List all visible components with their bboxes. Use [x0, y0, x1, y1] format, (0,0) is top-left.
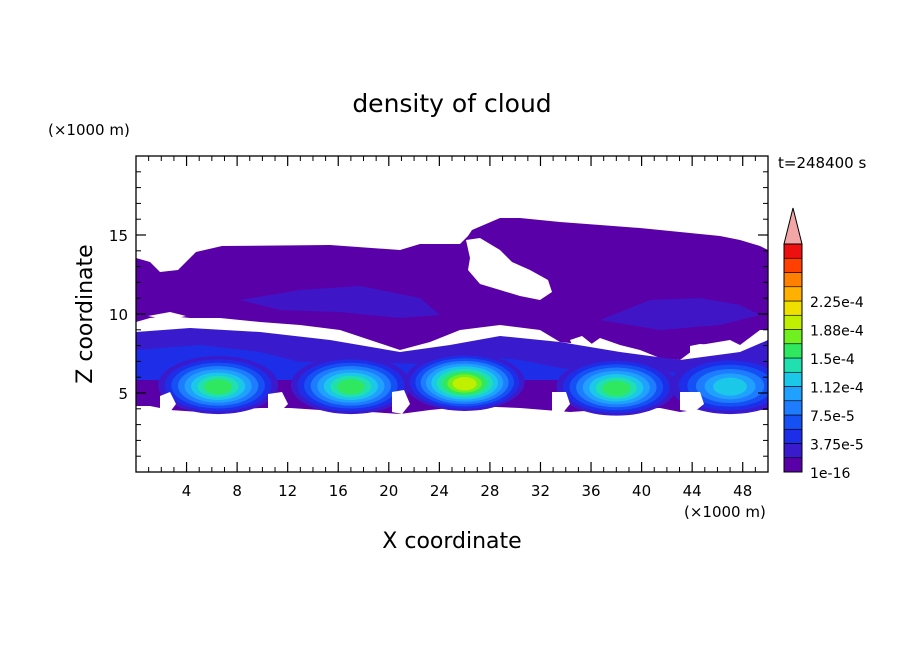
cloud-density-field [136, 218, 768, 416]
cell-contour [713, 377, 748, 396]
cloud-cell-4 [556, 357, 677, 416]
cloud-cell-1 [158, 356, 279, 415]
x-tick-label: 48 [733, 482, 752, 500]
colorbar-band [783, 257, 803, 273]
colorbar-band [783, 300, 803, 316]
x-axis-ticks: 4 8 12 16 20 24 28 32 36 40 44 48 [148, 156, 756, 500]
chart-title: density of cloud [352, 89, 551, 118]
colorbar-band [783, 243, 803, 259]
cloud-gap-4 [148, 312, 186, 320]
cell-contour [452, 376, 477, 391]
y-unit-label: (×1000 m) [48, 121, 130, 139]
x-tick-label: 12 [278, 482, 297, 500]
colorbar-band [783, 443, 803, 459]
colorbar: 1e-16 3.75e-5 7.5e-5 1.12e-4 1.5e-4 1.88e-4 2.… [783, 207, 864, 482]
x-axis-label: X coordinate [382, 529, 521, 554]
colorbar-label: 1.12e-4 [810, 381, 864, 397]
colorbar-band [783, 457, 803, 473]
colorbar-band [783, 329, 803, 345]
colorbar-band [783, 272, 803, 288]
cloud-cell-2 [290, 356, 411, 415]
colorbar-extend-arrow [783, 207, 803, 245]
colorbar-frame [783, 243, 803, 473]
x-tick-label: 32 [531, 482, 550, 500]
colorbar-label: 3.75e-5 [810, 438, 864, 454]
colorbar-label: 2.25e-4 [810, 295, 864, 311]
x-tick-label: 36 [581, 482, 600, 500]
x-tick-label: 24 [430, 482, 449, 500]
colorbar-label: 1.5e-4 [810, 352, 855, 368]
colorbar-band [783, 386, 803, 402]
cell-contour [204, 379, 233, 395]
y-axis-ticks: 5 10 15 [109, 171, 768, 457]
colorbar-band [783, 400, 803, 416]
y-axis-label: Z coordinate [73, 244, 98, 383]
colorbar-band [783, 343, 803, 359]
colorbar-band [783, 357, 803, 373]
x-tick-label: 28 [480, 482, 499, 500]
cell-contour [602, 380, 631, 396]
y-tick-label: 5 [118, 385, 128, 403]
colorbar-band [783, 428, 803, 444]
colorbar-band [783, 371, 803, 387]
y-tick-label: 15 [109, 227, 128, 245]
upper-cloud-layer [136, 218, 768, 360]
colorbar-band [783, 414, 803, 430]
colorbar-label: 1e-16 [810, 466, 850, 482]
cell-contour [336, 379, 365, 395]
x-tick-label: 16 [329, 482, 348, 500]
x-tick-label: 4 [182, 482, 192, 500]
x-tick-label: 8 [232, 482, 242, 500]
x-tick-label: 44 [683, 482, 702, 500]
y-tick-label: 10 [109, 306, 128, 324]
x-tick-label: 20 [379, 482, 398, 500]
colorbar-band [783, 314, 803, 330]
cloud-cell-3 [404, 352, 525, 411]
time-label: t=248400 s [778, 154, 866, 172]
x-tick-label: 40 [632, 482, 651, 500]
x-unit-label: (×1000 m) [684, 503, 766, 521]
colorbar-label: 7.5e-5 [810, 409, 855, 425]
colorbar-label: 1.88e-4 [810, 324, 864, 340]
cloud-gap-1 [466, 238, 552, 300]
colorbar-band [783, 286, 803, 302]
